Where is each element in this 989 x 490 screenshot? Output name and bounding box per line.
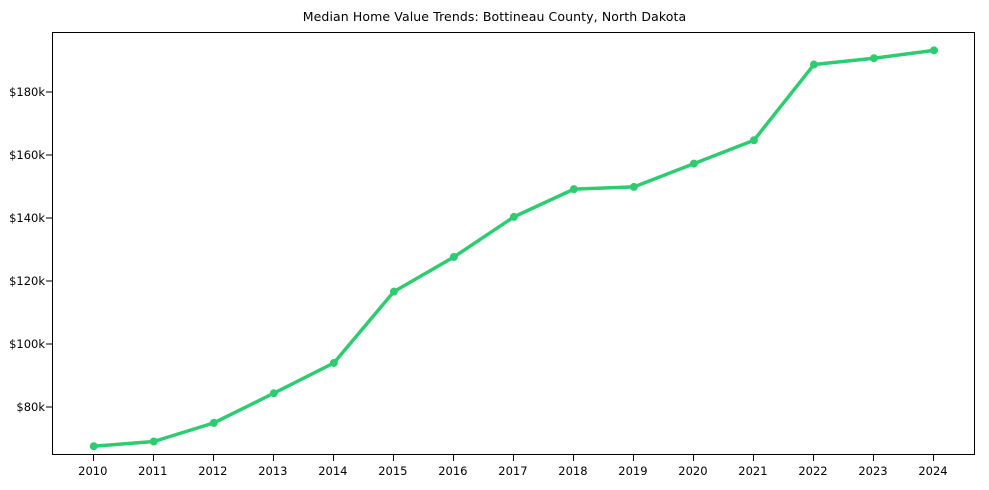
y-tick-label-$120k: $120k [9, 274, 45, 289]
y-tick-label-$140k: $140k [9, 211, 45, 226]
x-tick-mark-2019 [632, 455, 634, 461]
x-tick-label-2020: 2020 [678, 464, 708, 478]
y-tick-label-$80k: $80k [16, 400, 45, 415]
y-tick-label-$180k: $180k [9, 84, 45, 99]
y-tick-mark-$180k [45, 91, 52, 93]
x-tick-label-2017: 2017 [498, 464, 528, 478]
x-tick-mark-2018 [572, 455, 574, 461]
data-point-2015 [389, 287, 398, 296]
data-point-2018 [569, 185, 578, 194]
y-tick-mark-$140k [45, 217, 52, 219]
x-tick-label-2010: 2010 [78, 464, 108, 478]
x-tick-mark-2012 [212, 455, 214, 461]
x-tick-mark-2013 [272, 455, 274, 461]
x-tick-label-2018: 2018 [558, 464, 588, 478]
y-axis-tick-labels: $80k $100k $120k $140k $160k $180k [0, 0, 45, 490]
data-point-2023 [869, 54, 878, 63]
data-point-2014 [329, 358, 338, 367]
data-point-2020 [689, 159, 698, 168]
x-tick-mark-2017 [512, 455, 514, 461]
chart-title: Median Home Value Trends: Bottineau Coun… [302, 9, 687, 24]
data-point-2024 [929, 46, 938, 55]
data-point-2013 [269, 389, 278, 398]
x-tick-mark-2011 [152, 455, 154, 461]
x-tick-mark-2023 [872, 455, 874, 461]
data-point-2011 [149, 437, 158, 446]
x-tick-label-2016: 2016 [438, 464, 468, 478]
x-tick-mark-2020 [692, 455, 694, 461]
data-point-2021 [749, 136, 758, 145]
y-tick-mark-$80k [45, 406, 52, 408]
data-point-2016 [449, 252, 458, 261]
x-tick-mark-2021 [752, 455, 754, 461]
x-tick-label-2015: 2015 [378, 464, 408, 478]
series-markers [89, 46, 938, 451]
x-tick-label-2024: 2024 [918, 464, 948, 478]
data-point-2017 [509, 212, 518, 221]
x-tick-mark-2014 [332, 455, 334, 461]
data-point-2012 [209, 418, 218, 427]
data-point-2022 [809, 60, 818, 69]
line-series-svg [89, 46, 938, 451]
x-tick-mark-2010 [92, 455, 94, 461]
x-tick-label-2011: 2011 [138, 464, 168, 478]
x-tick-mark-2015 [392, 455, 394, 461]
y-tick-mark-$100k [45, 343, 52, 345]
data-point-2010 [89, 442, 98, 451]
x-tick-label-2014: 2014 [318, 464, 348, 478]
x-tick-label-2013: 2013 [258, 464, 288, 478]
x-tick-label-2023: 2023 [858, 464, 888, 478]
x-tick-mark-2022 [812, 455, 814, 461]
x-tick-label-2019: 2019 [618, 464, 648, 478]
x-tick-label-2021: 2021 [738, 464, 768, 478]
y-tick-mark-$160k [45, 154, 52, 156]
y-tick-label-$100k: $100k [9, 337, 45, 352]
series-line-median-home-value [92, 48, 936, 448]
x-tick-label-2022: 2022 [798, 464, 828, 478]
data-point-2019 [629, 182, 638, 191]
plot-area [52, 32, 975, 455]
y-tick-mark-$120k [45, 280, 52, 282]
y-tick-label-$160k: $160k [9, 148, 45, 163]
x-tick-mark-2024 [932, 455, 934, 461]
x-tick-label-2012: 2012 [198, 464, 228, 478]
x-tick-mark-2016 [452, 455, 454, 461]
